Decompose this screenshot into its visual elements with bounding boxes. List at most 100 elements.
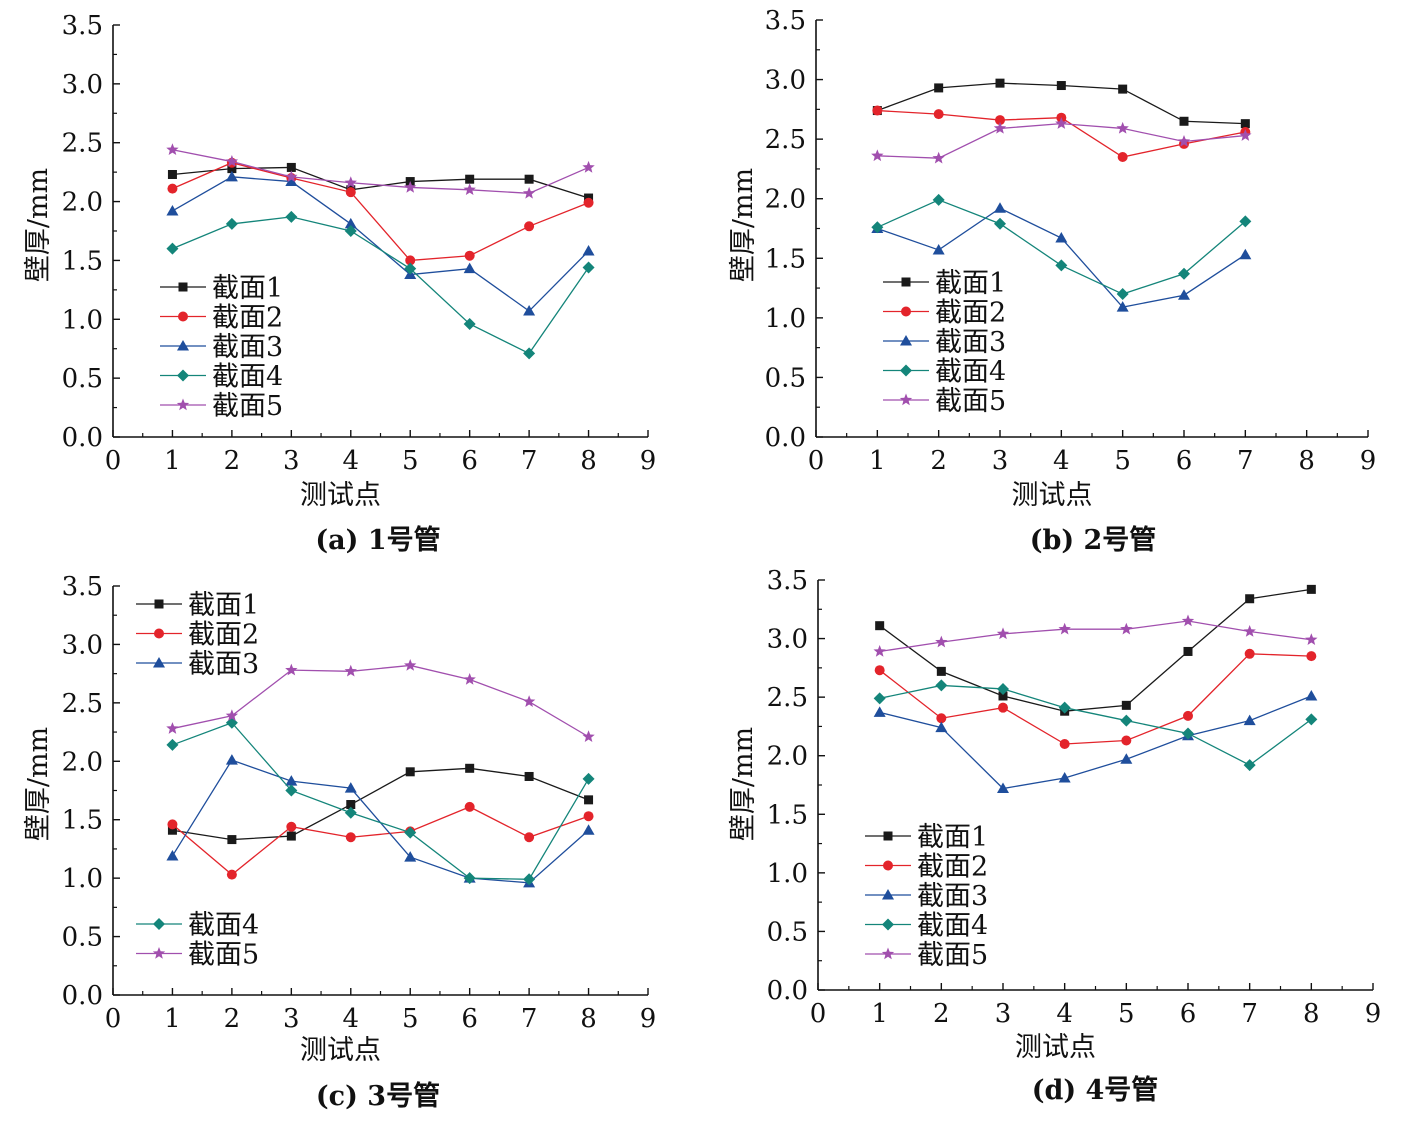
data-point bbox=[1120, 714, 1133, 727]
data-point bbox=[463, 262, 476, 274]
series-line bbox=[877, 199, 1246, 295]
data-point bbox=[1239, 215, 1252, 228]
data-point bbox=[1243, 714, 1256, 726]
data-point bbox=[871, 221, 884, 234]
data-point bbox=[404, 658, 417, 671]
x-tick-label: 2 bbox=[224, 446, 241, 476]
series-截面2 bbox=[874, 648, 1317, 749]
data-point bbox=[1120, 622, 1133, 635]
y-tick-label: 3.5 bbox=[765, 6, 806, 36]
y-tick-label: 0.0 bbox=[62, 981, 103, 1011]
chart-panel-a: 0.0 0.5 1.0 1.5 2.0 2.5 3.0 3.5 0 1 2 3 4 5 6 7 8 9 测试点 壁厚/… bbox=[0, 0, 700, 562]
data-point bbox=[1182, 727, 1194, 740]
data-point bbox=[166, 204, 179, 216]
x-tick-label: 1 bbox=[164, 1004, 181, 1034]
data-point bbox=[995, 115, 1005, 126]
data-point bbox=[286, 831, 296, 841]
y-tick-label: 3.0 bbox=[767, 625, 808, 655]
data-point bbox=[166, 722, 179, 734]
data-point bbox=[1118, 84, 1128, 94]
data-point bbox=[285, 775, 298, 786]
data-point bbox=[345, 832, 356, 843]
series-截面5 bbox=[873, 614, 1318, 657]
series-截面3 bbox=[871, 202, 1252, 312]
data-point bbox=[994, 217, 1006, 230]
data-point bbox=[582, 261, 595, 274]
chart-c-caption: (c) 3号管 bbox=[315, 1081, 441, 1112]
chart-b-caption: (b) 2号管 bbox=[1029, 525, 1157, 556]
chart-c-svg: 0.0 0.5 1.0 1.5 2.0 2.5 3.0 3.5 0 1 2 3 4 5 6 7 8 9 测试点 壁厚/… bbox=[23, 572, 656, 1066]
legend-marker bbox=[153, 918, 165, 930]
data-point bbox=[225, 716, 238, 729]
data-point bbox=[1244, 648, 1255, 659]
x-tick-label: 7 bbox=[1237, 446, 1254, 476]
x-tick-label: 3 bbox=[995, 999, 1012, 1029]
chart-d-caption: (d) 4号管 bbox=[1031, 1075, 1159, 1106]
x-tick-label: 9 bbox=[1365, 999, 1382, 1029]
data-point bbox=[1239, 248, 1252, 260]
x-tick-label: 6 bbox=[461, 1004, 478, 1034]
series-line bbox=[172, 162, 589, 262]
series-line bbox=[879, 653, 1312, 745]
data-point bbox=[1179, 116, 1189, 126]
legend-label: 截面5 bbox=[935, 386, 1006, 417]
data-point bbox=[463, 672, 476, 685]
data-point bbox=[1177, 135, 1191, 147]
y-tick-label: 3.5 bbox=[767, 566, 808, 596]
data-point bbox=[225, 754, 238, 765]
legend-marker bbox=[177, 369, 189, 382]
x-tick-label: 0 bbox=[808, 446, 825, 476]
y-tick-label: 1.0 bbox=[62, 305, 103, 335]
data-point bbox=[405, 255, 416, 266]
data-point bbox=[404, 851, 417, 862]
legend-label: 截面1 bbox=[917, 822, 988, 853]
data-point bbox=[404, 826, 417, 839]
data-point bbox=[1058, 622, 1071, 635]
data-point bbox=[465, 763, 475, 773]
x-tick-label: 5 bbox=[402, 1004, 419, 1034]
y-tick-label: 3.5 bbox=[62, 572, 103, 602]
x-tick-label: 0 bbox=[105, 446, 122, 476]
y-tick-label: 0.5 bbox=[765, 363, 806, 393]
series-截面3 bbox=[873, 689, 1318, 794]
legend-marker bbox=[901, 277, 911, 287]
data-point bbox=[344, 806, 357, 819]
series-line bbox=[879, 684, 1312, 766]
data-point bbox=[1117, 152, 1128, 163]
legend-marker bbox=[178, 282, 188, 292]
y-tick-label: 2.5 bbox=[62, 689, 103, 719]
y-tick-label: 2.0 bbox=[62, 188, 103, 218]
data-point bbox=[166, 242, 179, 255]
y-tick-label: 0.0 bbox=[767, 976, 808, 1006]
data-point bbox=[1116, 288, 1129, 301]
data-point bbox=[932, 193, 945, 206]
x-tick-label: 5 bbox=[1114, 446, 1131, 476]
chart-b-y-axis-label: 壁厚/mm bbox=[728, 168, 759, 282]
series-line bbox=[172, 664, 589, 738]
data-point bbox=[995, 78, 1005, 88]
data-point bbox=[993, 121, 1007, 134]
legend-marker bbox=[883, 831, 893, 841]
y-tick-label: 1.5 bbox=[62, 806, 103, 836]
y-tick-label: 0.5 bbox=[767, 917, 808, 947]
data-point bbox=[1055, 259, 1068, 272]
data-point bbox=[582, 245, 595, 256]
chart-d-svg: 0.0 0.5 1.0 1.5 2.0 2.5 3.0 3.5 0 1 2 3 4 5 6 7 8 9 测试点 壁厚/… bbox=[728, 566, 1382, 1063]
series-line bbox=[879, 620, 1312, 653]
data-point bbox=[344, 782, 357, 793]
y-tick-label: 1.0 bbox=[62, 864, 103, 894]
legend-label: 截面4 bbox=[917, 911, 988, 942]
y-tick-label: 2.0 bbox=[767, 742, 808, 772]
data-point bbox=[997, 682, 1009, 695]
data-point bbox=[226, 869, 237, 880]
y-tick-label: 1.0 bbox=[767, 859, 808, 889]
x-tick-label: 9 bbox=[1360, 446, 1377, 476]
x-tick-label: 6 bbox=[461, 446, 478, 476]
data-point bbox=[1178, 267, 1190, 280]
data-point bbox=[522, 695, 536, 707]
x-tick-label: 3 bbox=[992, 446, 1009, 476]
data-point bbox=[404, 262, 417, 275]
data-point bbox=[933, 109, 944, 120]
series-line bbox=[877, 122, 1246, 159]
